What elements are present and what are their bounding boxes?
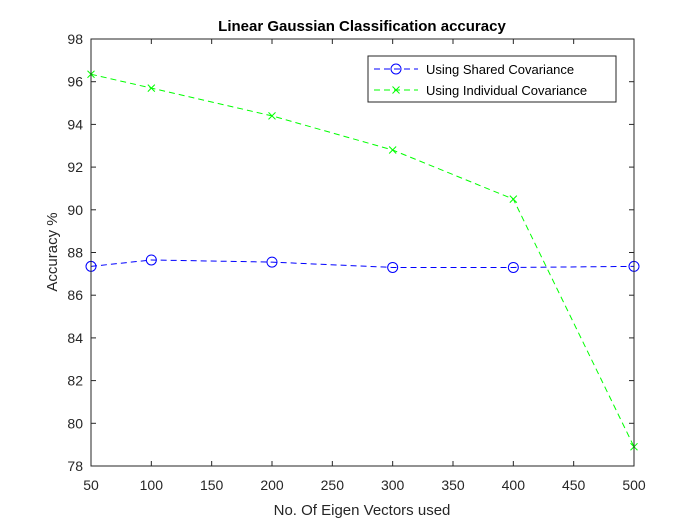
y-tick-label-1: 78 xyxy=(67,458,83,474)
legend-box xyxy=(367,55,617,103)
y-tick-label-9: 94 xyxy=(67,116,83,132)
legend-marker-2-stroke-b xyxy=(392,86,400,94)
series-2-point-2-stroke-b xyxy=(147,84,156,92)
y-tick-label-5: 86 xyxy=(67,287,83,303)
x-tick-label-4: 200 xyxy=(260,477,284,493)
series-2-point-5-stroke-b xyxy=(509,195,518,203)
y-tick-label-2: 80 xyxy=(67,415,83,431)
series-2-point-5 xyxy=(509,195,518,203)
series-1-point-4 xyxy=(387,261,399,273)
legend-marker-2 xyxy=(392,86,400,94)
x-tick-label-10: 500 xyxy=(622,477,646,493)
series-2-point-3 xyxy=(268,112,276,120)
series-1-point-3 xyxy=(266,256,278,268)
series-layer xyxy=(85,70,640,451)
series-2-point-4-stroke-b xyxy=(388,146,397,154)
series-1-point-2 xyxy=(145,254,157,266)
x-axis-label: No. Of Eigen Vectors used xyxy=(274,502,451,519)
series-1-point-5 xyxy=(507,261,519,273)
legend: Using Shared Covariance Using Individual … xyxy=(367,55,617,103)
x-tick-label-8: 400 xyxy=(502,477,526,493)
x-tick-label-5: 250 xyxy=(321,477,345,493)
axes-layer: 50 100 150 200 250 300 350 400 450 500 78 80 82 84 86 8… xyxy=(67,31,645,493)
plot-area xyxy=(91,39,634,466)
x-tick-label-9: 450 xyxy=(562,477,586,493)
chart-title: Linear Gaussian Classification accuracy xyxy=(218,18,506,35)
y-tick-label-10: 96 xyxy=(67,74,83,90)
series-line-1 xyxy=(90,259,635,268)
y-tick-label-4: 84 xyxy=(67,330,83,346)
y-tick-label-3: 82 xyxy=(67,373,83,389)
y-tick-label-7: 90 xyxy=(67,202,83,218)
y-tick-label-6: 88 xyxy=(67,245,83,261)
series-2-point-4 xyxy=(388,146,397,154)
x-tick-label-7: 350 xyxy=(441,477,465,493)
legend-marker-1 xyxy=(390,63,402,75)
y-tick-label-11: 98 xyxy=(67,31,83,47)
x-tick-label-6: 300 xyxy=(381,477,405,493)
series-2-point-2 xyxy=(147,84,156,92)
x-tick-label-1: 50 xyxy=(83,477,99,493)
legend-label-2: Using Individual Covariance xyxy=(426,83,587,98)
series-2-point-3-stroke-b xyxy=(268,112,276,120)
x-tick-label-2: 100 xyxy=(140,477,164,493)
y-axis-label: Accuracy % xyxy=(44,212,61,291)
x-tick-label-3: 150 xyxy=(200,477,224,493)
legend-label-1: Using Shared Covariance xyxy=(426,62,574,77)
series-line-2 xyxy=(90,73,635,447)
y-tick-label-8: 92 xyxy=(67,159,83,175)
